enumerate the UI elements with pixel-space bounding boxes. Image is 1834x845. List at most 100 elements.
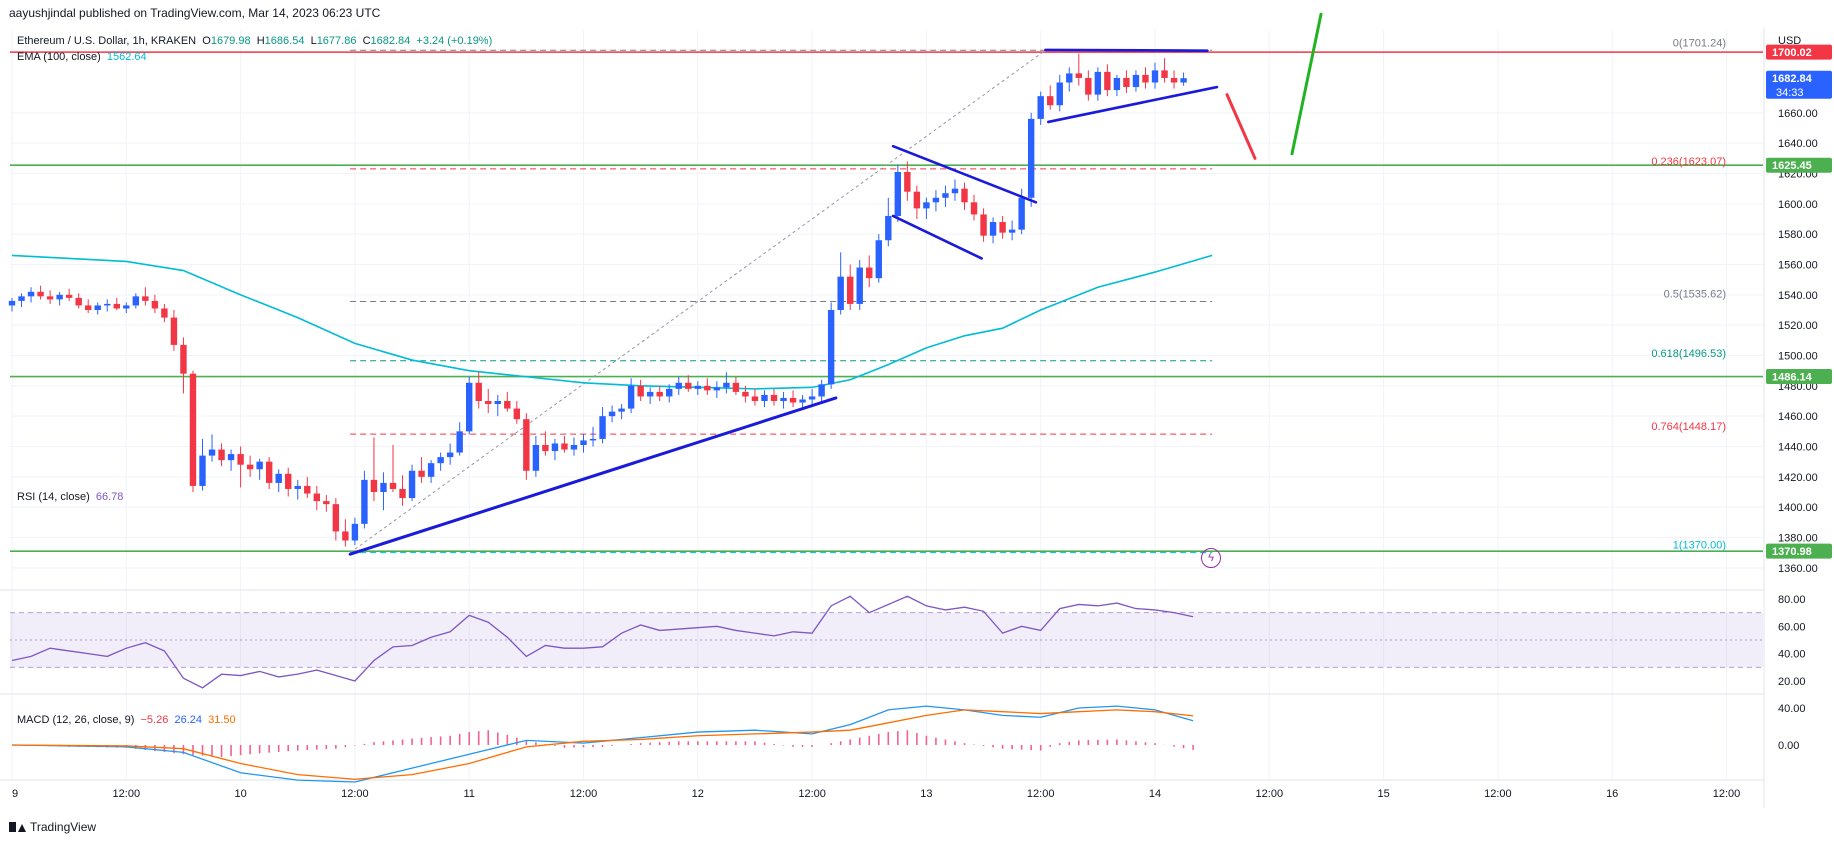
candle-body	[818, 384, 825, 397]
candle-body	[608, 411, 616, 417]
candle	[485, 388, 492, 414]
triangle-lower-line	[1047, 85, 1219, 124]
candle-body	[1123, 77, 1130, 88]
low-value: 1677.86	[316, 35, 357, 47]
candle-body	[323, 501, 330, 505]
candle-body	[799, 399, 806, 403]
candle-body	[246, 464, 254, 470]
time-tick-label: 12	[692, 788, 704, 800]
tradingview-logo-icon	[9, 822, 26, 832]
price-tick-label: 1600.00	[1778, 199, 1818, 211]
rsi-tick-label: 80.00	[1778, 594, 1806, 606]
candle-body	[704, 385, 711, 391]
open-value: 1679.98	[210, 35, 251, 47]
ema-legend: EMA (100, close) 1562.64	[17, 51, 147, 63]
candle-body	[713, 387, 721, 391]
candle	[1075, 53, 1082, 86]
candle-body	[1104, 71, 1111, 91]
candle-body	[847, 276, 854, 304]
candle	[380, 472, 387, 511]
candle-body	[561, 443, 568, 450]
candle-body	[1094, 71, 1102, 95]
fib-level-label: 1(1370.00)	[1673, 540, 1726, 552]
candle	[713, 381, 721, 398]
candle-body	[637, 385, 644, 397]
candle	[361, 470, 368, 529]
candle-body	[256, 461, 263, 470]
fib-level-label: 0.618(1496.53)	[1651, 348, 1726, 360]
candle	[1056, 74, 1063, 112]
candle-body	[970, 202, 978, 215]
candle-body	[427, 463, 435, 477]
high-label: H	[256, 35, 265, 47]
candle	[1151, 62, 1159, 89]
candle	[523, 413, 530, 480]
candle-body	[170, 317, 178, 345]
candle-body	[494, 401, 501, 405]
signal-path	[11, 709, 1194, 780]
time-tick-label: 12:00	[1713, 788, 1741, 800]
candle	[170, 310, 178, 351]
candle-body	[551, 443, 559, 452]
candle	[656, 385, 663, 401]
candle	[837, 252, 844, 315]
price-badge-bg	[1766, 543, 1832, 559]
brand-footer: TradingView	[9, 820, 96, 834]
candle	[1104, 64, 1111, 97]
candle-body	[599, 416, 606, 439]
candle	[742, 385, 749, 403]
candle-body	[504, 401, 511, 409]
macd-hist-value: −5.26	[140, 714, 169, 726]
candle-body	[27, 291, 35, 297]
candle-body	[675, 382, 682, 389]
candle	[932, 190, 940, 212]
candle-body	[1170, 77, 1178, 83]
candle-body	[904, 171, 911, 192]
candle	[980, 208, 987, 242]
ema-value: 1562.64	[106, 51, 147, 63]
price-tick-label: 1560.00	[1778, 260, 1818, 272]
candle	[18, 293, 25, 307]
rsi-tick-label: 60.00	[1778, 621, 1806, 633]
candle-body	[151, 300, 159, 309]
rising-trendline	[348, 396, 838, 556]
candle-body	[866, 267, 873, 279]
candle-body	[18, 296, 25, 301]
candle-body	[513, 408, 521, 420]
candle	[446, 443, 454, 465]
candle-body	[56, 294, 63, 300]
change-value: +3.24 (+0.19%)	[416, 35, 493, 47]
candle	[875, 234, 882, 283]
time-tick-label: 12:00	[1256, 788, 1284, 800]
time-tick-label: 12:00	[113, 788, 141, 800]
macd-tick-label: 40.00	[1778, 703, 1806, 715]
price-axis: USD 1360.00 1380.00 1400.00 1420.00 1440.00 14…	[1766, 35, 1832, 752]
countdown-label: 34:33	[1776, 87, 1804, 99]
candle-body	[1085, 77, 1092, 95]
candle	[885, 197, 892, 247]
candle-body	[989, 222, 997, 236]
time-tick-label: 9	[12, 788, 18, 800]
price-tick-label: 1440.00	[1778, 442, 1818, 454]
candle	[304, 476, 311, 499]
candle-body	[751, 396, 759, 401]
candle-body	[389, 482, 397, 489]
price-badge-bg	[1766, 157, 1832, 173]
candle	[351, 517, 359, 546]
candle	[618, 404, 625, 420]
candle	[570, 437, 578, 456]
candle-body	[456, 431, 463, 453]
candle	[761, 390, 768, 408]
candle-body	[589, 438, 597, 441]
candle-body	[932, 197, 940, 203]
candle-body	[656, 391, 663, 397]
candle-body	[399, 488, 406, 499]
candle-body	[75, 297, 82, 306]
price-tick-label: 1660.00	[1778, 108, 1818, 120]
candle	[694, 381, 701, 395]
lightning-icon[interactable]: ϟ	[1201, 548, 1221, 568]
symbol-title: Ethereum / U.S. Dollar, 1h, KRAKEN	[17, 35, 197, 47]
candle-body	[837, 276, 844, 310]
candle	[237, 446, 244, 488]
